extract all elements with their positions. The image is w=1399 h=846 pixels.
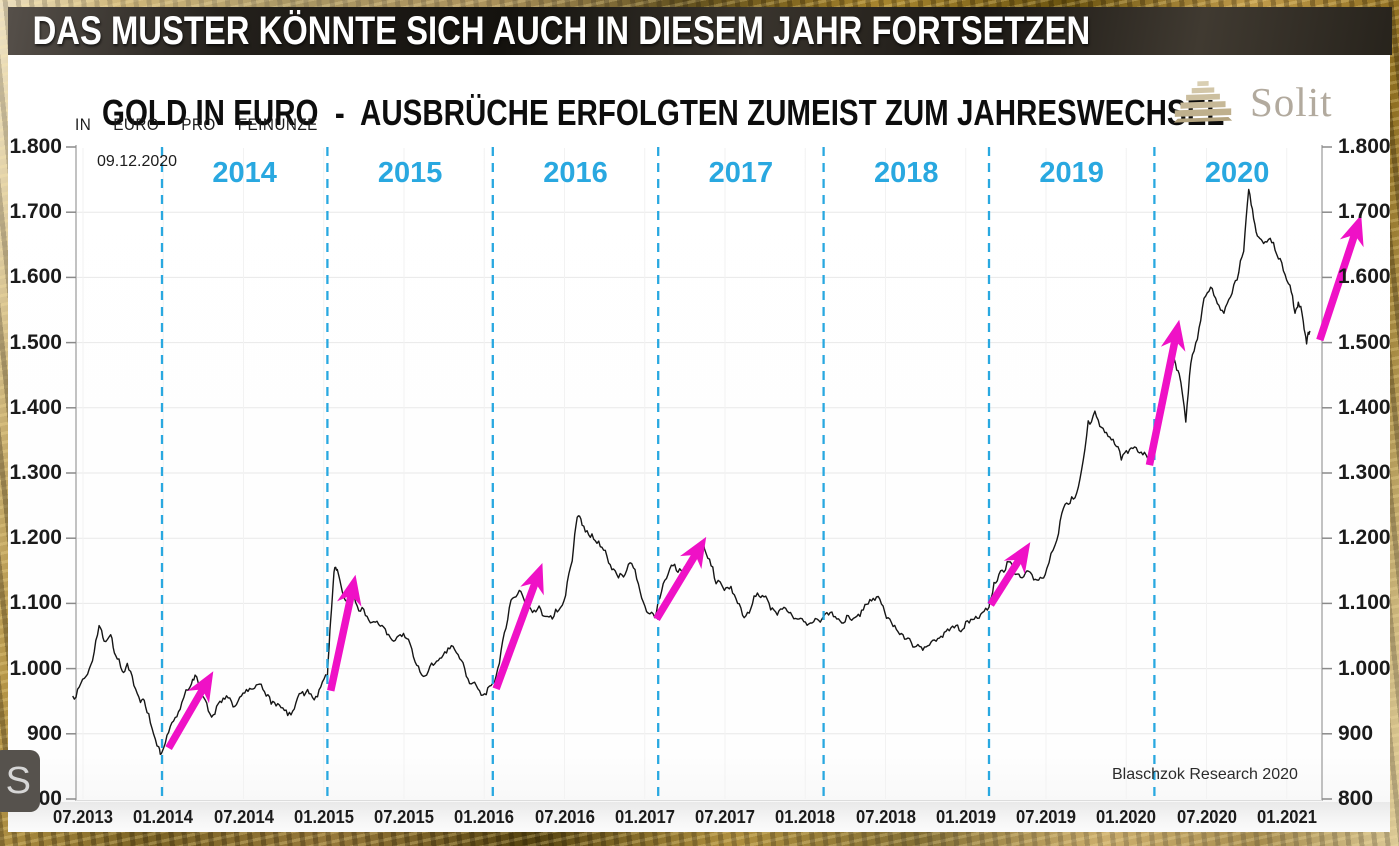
chart-card <box>8 55 1390 832</box>
x-axis-band <box>8 802 1390 832</box>
headline-banner: DAS MUSTER KÖNNTE SICH AUCH IN DIESEM JA… <box>8 7 1392 55</box>
headline-text: DAS MUSTER KÖNNTE SICH AUCH IN DIESEM JA… <box>32 9 1091 53</box>
overlay-s-badge[interactable]: S <box>0 750 40 812</box>
overlay-s-letter: S <box>5 759 31 802</box>
